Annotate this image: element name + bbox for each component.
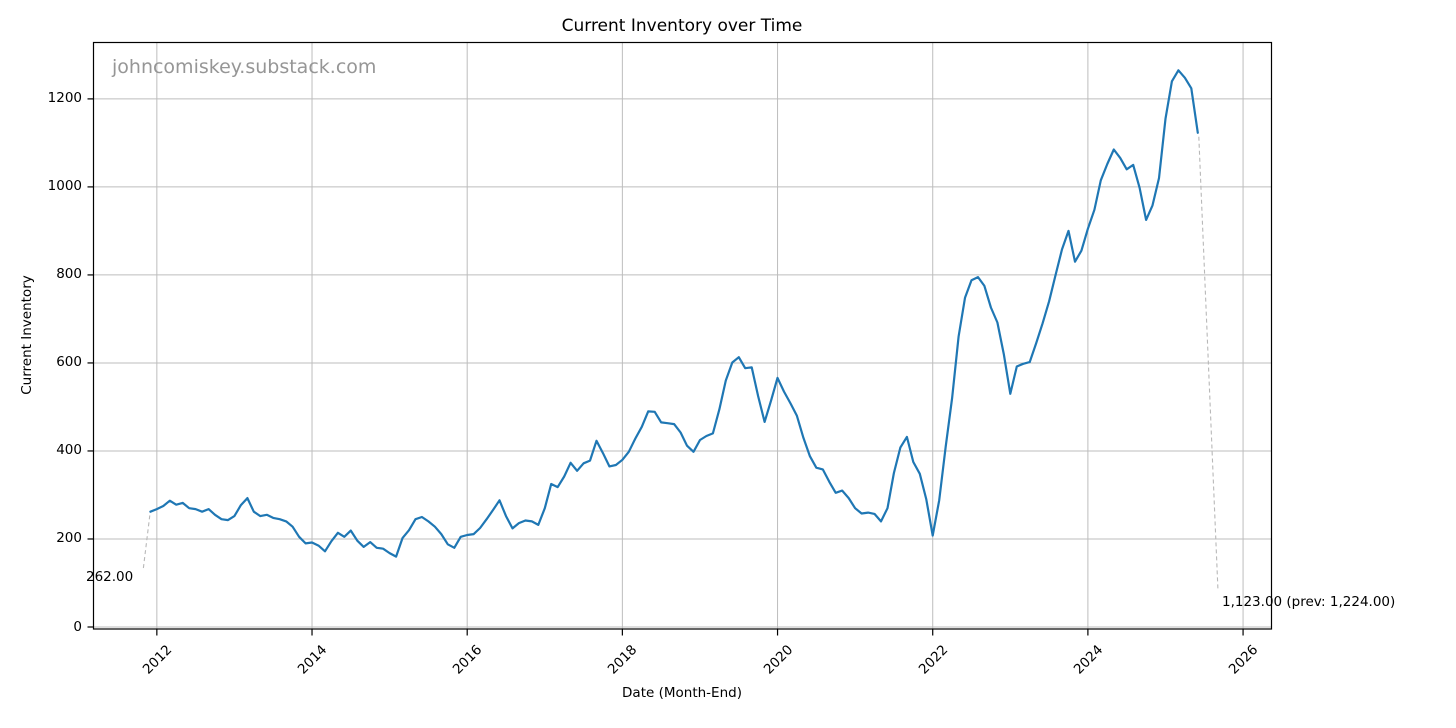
x-axis-label: Date (Month-End) — [622, 685, 742, 701]
y-tick-label: 1200 — [47, 90, 82, 107]
chart-title: Current Inventory over Time — [561, 16, 803, 36]
annotation-last-value: 1,123.00 (prev: 1,224.00) — [1222, 594, 1396, 610]
y-tick-label: 200 — [56, 530, 82, 547]
y-tick-label: 400 — [56, 442, 82, 459]
y-axis-label: Current Inventory — [19, 275, 35, 395]
y-tick-label: 1000 — [47, 178, 82, 195]
y-tick-label: 0 — [73, 618, 82, 635]
y-tick-label: 600 — [56, 354, 82, 371]
leader-line-last — [1198, 136, 1219, 592]
annotation-first-value: 262.00 — [86, 569, 134, 585]
y-tick-label: 800 — [56, 266, 82, 283]
inventory-line — [149, 69, 1199, 558]
watermark: johncomiskey.substack.com — [112, 56, 377, 78]
axes-frame — [92, 41, 1273, 630]
leader-line-first — [142, 514, 151, 569]
